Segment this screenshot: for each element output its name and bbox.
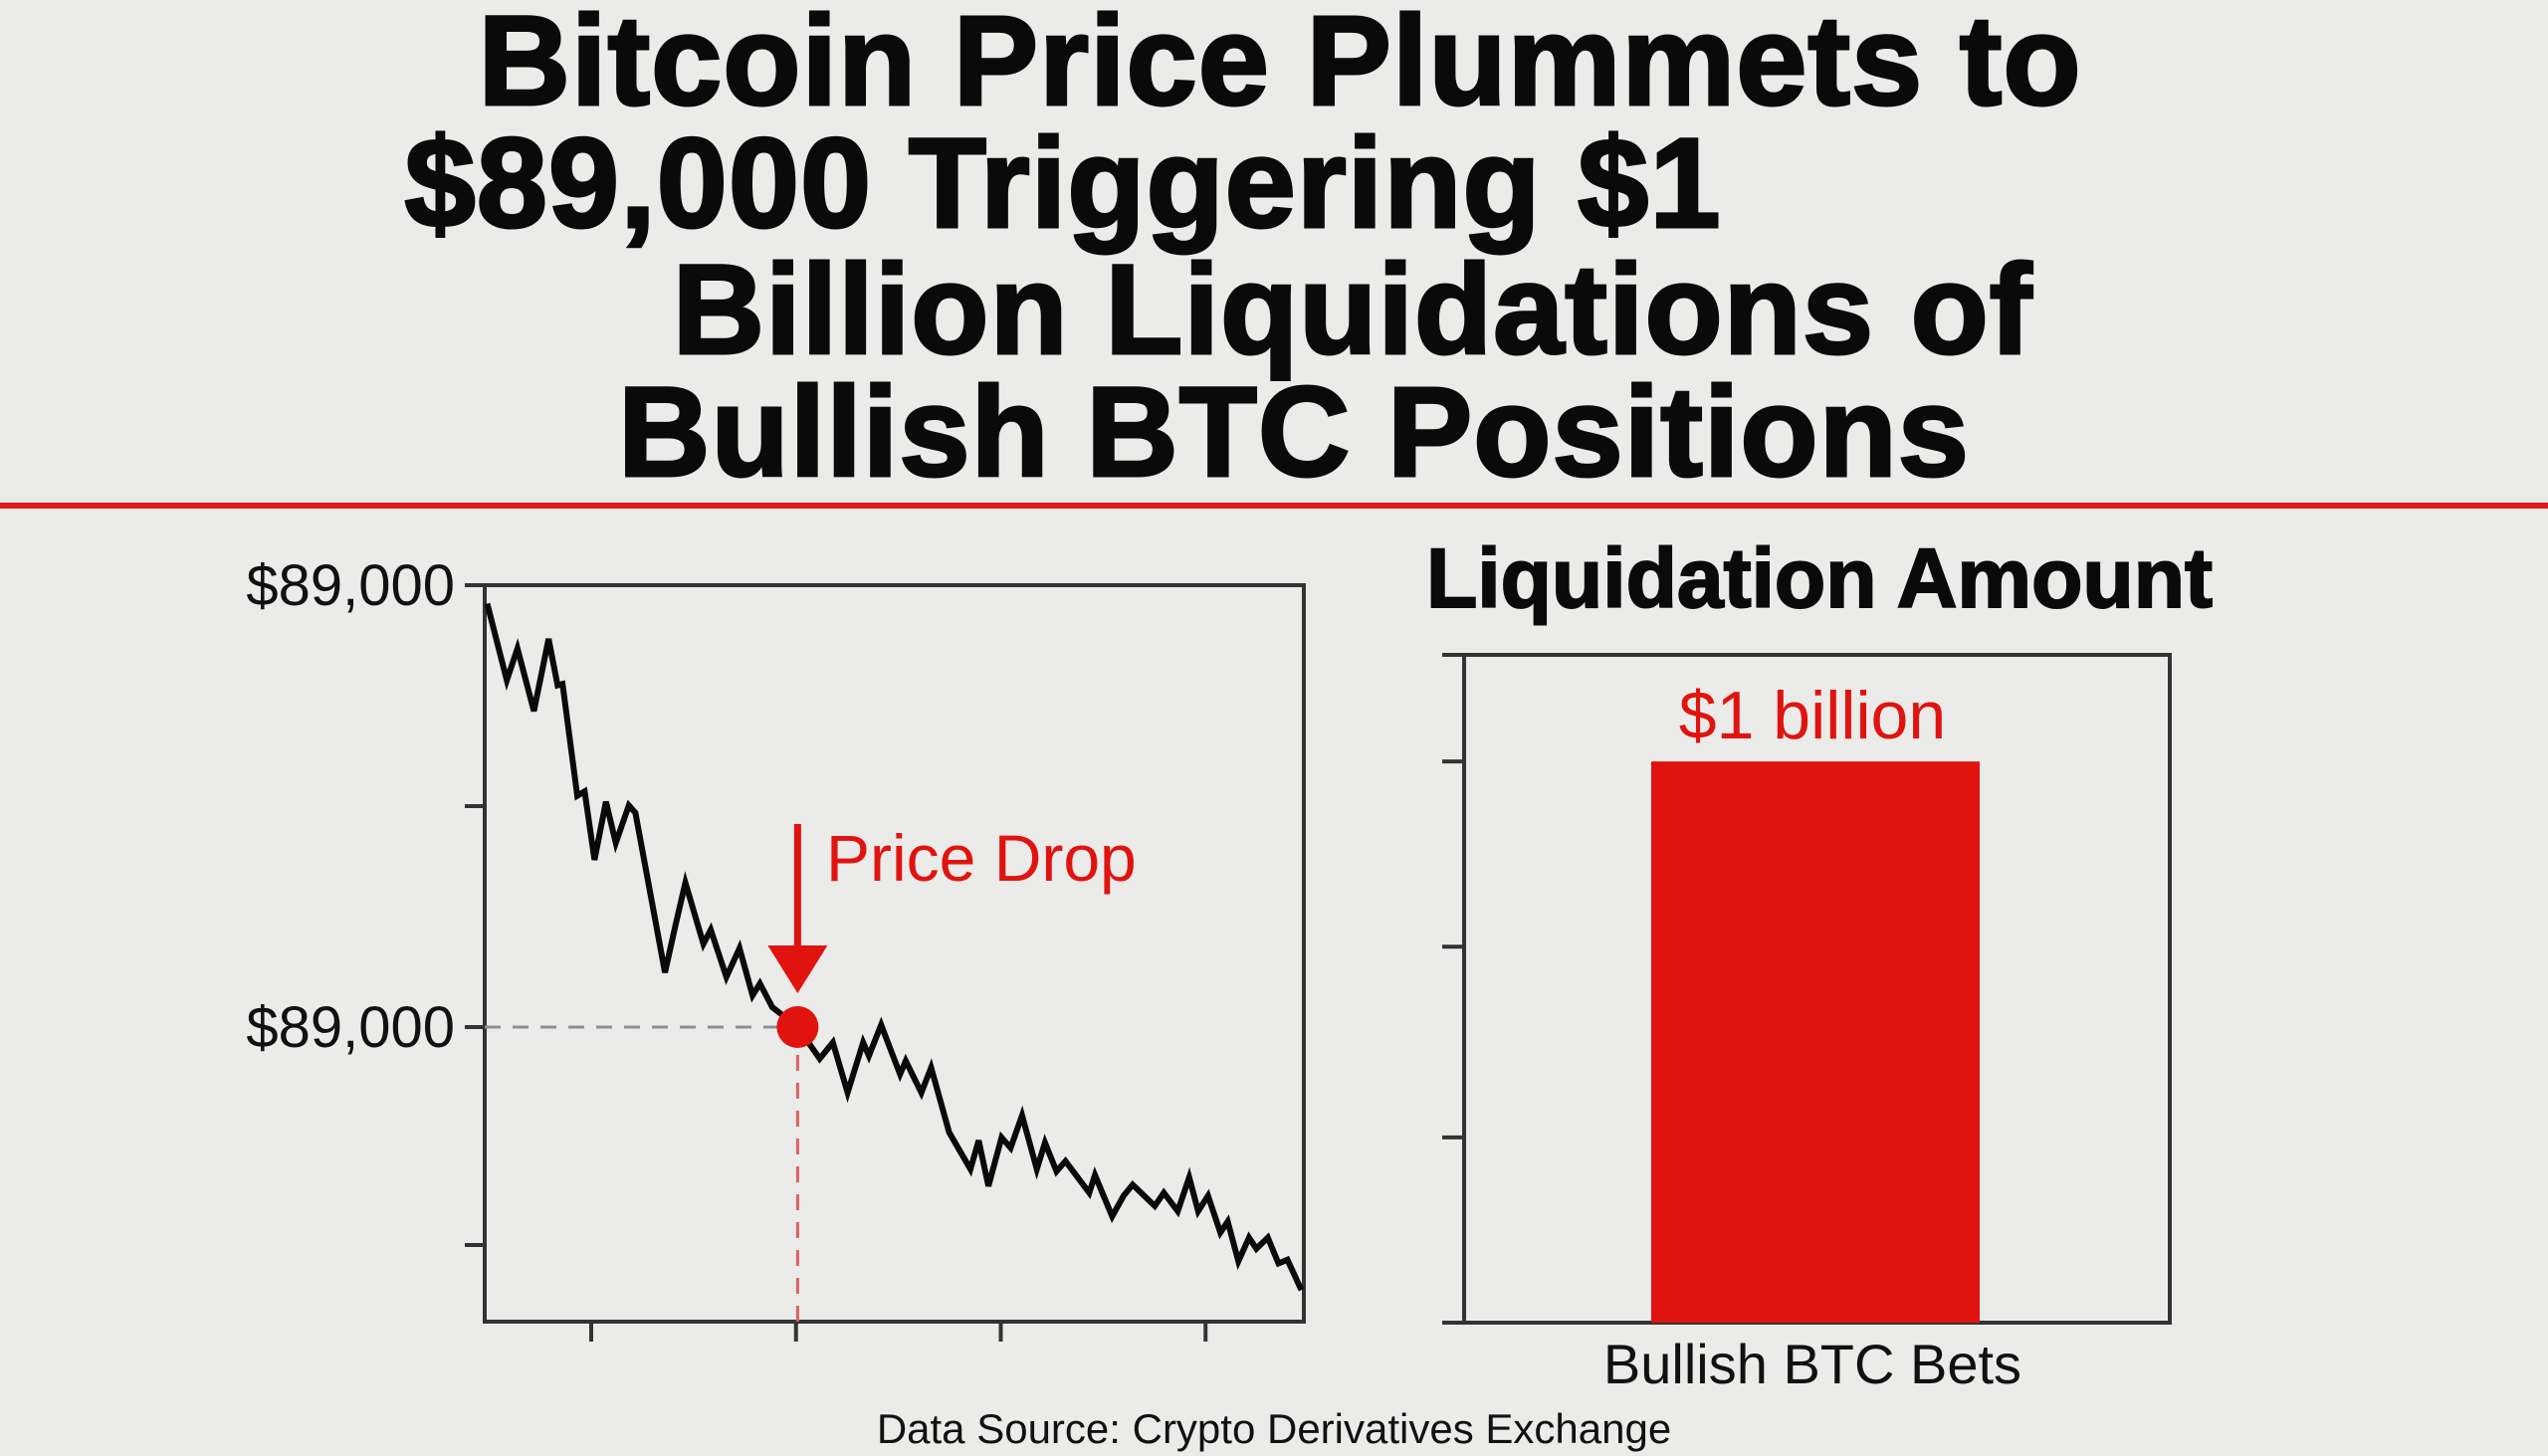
bar-bullish-btc-bets xyxy=(1651,761,1980,1323)
headline-line-4: Bullish BTC Positions xyxy=(617,361,1971,504)
price-drop-arrow-head-icon xyxy=(767,945,828,993)
headline-line-3: Billion Liquidations of xyxy=(671,239,2033,381)
price-line-chart: $89,000 $89,000 xyxy=(246,553,1306,1342)
data-source-footer: Data Source: Crypto Derivatives Exchange xyxy=(877,1405,1671,1452)
y-tick-label: $89,000 xyxy=(246,553,455,618)
headline-divider xyxy=(0,503,2548,509)
bar-data-label: $1 billion xyxy=(1679,678,1946,753)
line-chart-frame xyxy=(483,583,1306,1324)
price-drop-marker xyxy=(776,1006,819,1048)
price-drop-label: Price Drop xyxy=(826,821,1137,895)
liquidation-bar-chart xyxy=(1442,653,2172,1325)
headline-line-2: $89,000 Triggering $1 xyxy=(403,112,1722,255)
headline-line-1: Bitcoin Price Plummets to xyxy=(477,0,2082,132)
bar-chart-title: Liquidation Amount xyxy=(1426,531,2213,625)
price-series-line xyxy=(484,602,1305,1292)
y-tick-label: $89,000 xyxy=(246,995,455,1060)
bar-category-label: Bullish BTC Bets xyxy=(1603,1333,2021,1395)
